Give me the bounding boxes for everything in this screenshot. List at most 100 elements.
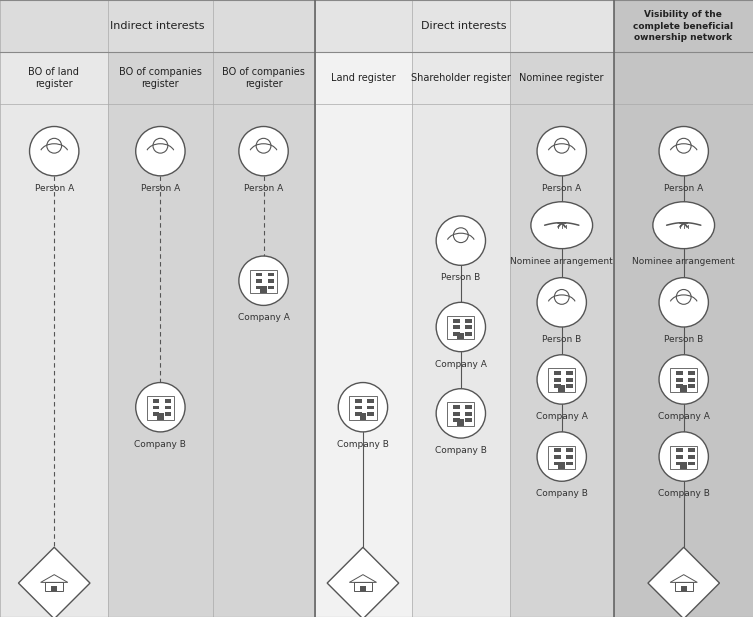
Ellipse shape bbox=[136, 383, 185, 432]
Bar bbox=[268, 286, 274, 289]
Bar bbox=[153, 405, 160, 409]
Bar bbox=[0, 0, 315, 52]
Bar bbox=[676, 455, 683, 458]
Bar bbox=[108, 0, 213, 617]
Text: Shareholder register: Shareholder register bbox=[411, 73, 511, 83]
Bar bbox=[554, 378, 561, 381]
Bar bbox=[510, 52, 614, 104]
Bar bbox=[566, 384, 572, 388]
Bar bbox=[453, 325, 460, 329]
Text: Person B: Person B bbox=[542, 335, 581, 344]
Ellipse shape bbox=[676, 138, 691, 153]
Bar bbox=[453, 418, 460, 422]
Bar bbox=[680, 385, 687, 392]
Bar bbox=[0, 0, 108, 617]
Text: Direct interests: Direct interests bbox=[422, 21, 507, 31]
Bar bbox=[453, 319, 460, 323]
Ellipse shape bbox=[436, 302, 486, 352]
Text: Nominee arrangement: Nominee arrangement bbox=[633, 257, 735, 266]
Text: Person A: Person A bbox=[35, 184, 74, 193]
Text: Visibility of the
complete beneficial
ownership network: Visibility of the complete beneficial ow… bbox=[633, 10, 733, 42]
Ellipse shape bbox=[29, 126, 79, 176]
Bar bbox=[447, 316, 474, 339]
Ellipse shape bbox=[653, 202, 715, 249]
Ellipse shape bbox=[436, 389, 486, 438]
Text: BO of companies
register: BO of companies register bbox=[222, 67, 306, 89]
Bar bbox=[548, 368, 575, 392]
Bar bbox=[256, 273, 263, 276]
Bar bbox=[465, 319, 471, 323]
Bar bbox=[355, 412, 362, 416]
Text: Person B: Person B bbox=[441, 273, 480, 283]
Ellipse shape bbox=[659, 278, 709, 327]
Bar bbox=[670, 445, 697, 469]
Bar bbox=[558, 385, 566, 392]
Text: Indirect interests: Indirect interests bbox=[110, 21, 205, 31]
Text: Company A: Company A bbox=[435, 360, 486, 369]
Bar bbox=[256, 279, 263, 283]
Ellipse shape bbox=[554, 289, 569, 304]
Bar bbox=[566, 455, 572, 458]
Bar bbox=[676, 371, 683, 375]
Ellipse shape bbox=[676, 289, 691, 304]
Bar bbox=[614, 52, 753, 104]
Polygon shape bbox=[327, 547, 399, 617]
Bar bbox=[688, 378, 694, 381]
Bar bbox=[554, 384, 561, 388]
Polygon shape bbox=[670, 574, 697, 582]
Bar bbox=[554, 449, 561, 452]
Bar bbox=[367, 399, 373, 403]
Ellipse shape bbox=[537, 355, 587, 404]
Text: Company B: Company B bbox=[536, 489, 587, 499]
Bar bbox=[465, 418, 471, 422]
Bar bbox=[359, 413, 367, 420]
Bar bbox=[250, 270, 277, 293]
Bar bbox=[554, 455, 561, 458]
Bar bbox=[465, 405, 471, 409]
Bar bbox=[614, 0, 753, 52]
Bar bbox=[670, 368, 697, 392]
Bar bbox=[554, 462, 561, 465]
Ellipse shape bbox=[239, 256, 288, 305]
Text: BO of land
register: BO of land register bbox=[29, 67, 79, 89]
Bar bbox=[566, 462, 572, 465]
Text: Company B: Company B bbox=[658, 489, 709, 499]
Bar bbox=[688, 384, 694, 388]
Bar bbox=[354, 582, 372, 590]
Bar bbox=[165, 399, 171, 403]
Bar bbox=[213, 52, 315, 104]
Bar bbox=[447, 402, 474, 426]
Bar bbox=[566, 449, 572, 452]
Ellipse shape bbox=[537, 432, 587, 481]
Bar bbox=[147, 396, 174, 420]
Bar bbox=[268, 273, 274, 276]
Bar bbox=[355, 399, 362, 403]
Bar bbox=[367, 412, 373, 416]
Ellipse shape bbox=[659, 126, 709, 176]
Bar bbox=[153, 412, 160, 416]
Bar bbox=[412, 0, 510, 617]
Ellipse shape bbox=[436, 216, 486, 265]
Text: Company A: Company A bbox=[536, 412, 587, 421]
Text: BO of companies
register: BO of companies register bbox=[119, 67, 202, 89]
Ellipse shape bbox=[338, 383, 388, 432]
Bar bbox=[688, 462, 694, 465]
Bar bbox=[688, 449, 694, 452]
Bar bbox=[680, 462, 687, 469]
Ellipse shape bbox=[537, 126, 587, 176]
Bar bbox=[676, 449, 683, 452]
Bar bbox=[453, 405, 460, 409]
Bar bbox=[558, 462, 566, 469]
Bar bbox=[453, 332, 460, 336]
Ellipse shape bbox=[537, 278, 587, 327]
Bar bbox=[457, 419, 465, 426]
Polygon shape bbox=[648, 547, 720, 617]
Text: Company A: Company A bbox=[238, 313, 289, 323]
Ellipse shape bbox=[554, 138, 569, 153]
Text: Person A: Person A bbox=[141, 184, 180, 193]
Bar bbox=[51, 586, 57, 590]
Text: Company B: Company B bbox=[435, 446, 486, 455]
Bar bbox=[315, 52, 412, 104]
Bar bbox=[681, 586, 687, 590]
Bar bbox=[260, 286, 267, 293]
